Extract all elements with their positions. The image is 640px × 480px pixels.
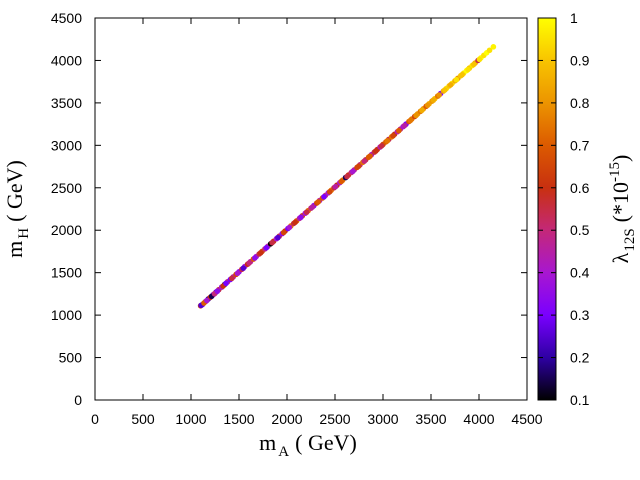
- x-tick-label: 4000: [463, 411, 494, 427]
- data-point: [269, 239, 275, 246]
- y-tick-label: 4000: [51, 52, 82, 68]
- data-point: [419, 107, 425, 114]
- colorbar-tick-label: 0.2: [570, 350, 590, 366]
- data-point: [326, 188, 333, 195]
- y-axis: 0 500 1000 1500 2000 2500 3000 3500 4000 4500: [51, 10, 527, 408]
- data-point: [430, 97, 437, 103]
- data-point: [321, 194, 327, 200]
- x-axis-title: m A( GeV): [259, 430, 357, 460]
- data-point: [240, 265, 247, 271]
- colorbar-tick-label: 0.8: [570, 95, 590, 111]
- x-tick-label: 3500: [415, 411, 446, 427]
- data-point: [309, 204, 316, 210]
- x-tick-label: 2000: [271, 411, 302, 427]
- data-point: [315, 199, 322, 205]
- data-point: [257, 250, 264, 256]
- data-point: [436, 92, 442, 98]
- data-point: [355, 163, 362, 170]
- x-tick-label: 500: [131, 411, 155, 427]
- data-point: [465, 66, 471, 73]
- data-point: [413, 112, 419, 119]
- data-point: [401, 122, 408, 129]
- y-tick-label: 4500: [51, 10, 82, 26]
- data-point: [390, 132, 396, 139]
- data-point: [292, 219, 298, 226]
- data-point: [229, 275, 235, 282]
- x-tick-label: 4500: [511, 411, 542, 427]
- data-point: [476, 56, 483, 63]
- data-point: [286, 224, 293, 231]
- y-axis-title: mH( GeV): [2, 160, 32, 258]
- data-point: [338, 178, 345, 185]
- data-point: [384, 138, 391, 144]
- colorbar-title: λ12S(*10-15): [607, 155, 638, 264]
- data-point: [361, 158, 368, 165]
- data-point: [378, 143, 385, 149]
- colorbar-tick-label: 1: [570, 10, 578, 26]
- data-point: [407, 117, 414, 124]
- data-point: [275, 234, 281, 241]
- y-tick-label: 0: [74, 392, 82, 408]
- colorbar-tick-label: 0.7: [570, 137, 590, 153]
- x-axis: 0 500 1000 1500 2000 2500 3000 3500 4000 4500: [91, 18, 543, 427]
- data-point: [490, 44, 497, 50]
- data-point: [280, 229, 287, 236]
- x-tick-label: 1000: [175, 411, 206, 427]
- y-tick-label: 2500: [51, 180, 82, 196]
- y-tick-label: 3000: [51, 137, 82, 153]
- data-point: [263, 244, 270, 251]
- data-point: [344, 173, 350, 180]
- data-point: [396, 127, 402, 134]
- colorbar-tick-label: 0.3: [570, 307, 590, 323]
- y-tick-label: 500: [59, 350, 83, 366]
- data-point: [447, 82, 454, 88]
- colorbar-tick-label: 0.1: [570, 392, 590, 408]
- colorbar-tick-label: 0.6: [570, 180, 590, 196]
- y-tick-label: 2000: [51, 222, 82, 238]
- data-point: [486, 47, 493, 54]
- x-tick-label: 0: [91, 411, 99, 427]
- data-point: [373, 148, 379, 154]
- data-points: [197, 44, 497, 309]
- data-point: [442, 87, 448, 93]
- colorbar-tick-label: 0.4: [570, 265, 590, 281]
- x-tick-label: 3000: [367, 411, 398, 427]
- colorbar-tick-label: 0.9: [570, 52, 590, 68]
- data-point: [332, 183, 339, 190]
- data-point: [303, 209, 310, 215]
- data-point: [234, 270, 241, 277]
- data-point: [252, 255, 258, 261]
- data-point: [459, 71, 466, 78]
- colorbar-tick-label: 0.5: [570, 222, 590, 238]
- y-tick-label: 1000: [51, 307, 82, 323]
- data-point: [204, 297, 210, 304]
- y-tick-label: 3500: [51, 95, 82, 111]
- data-point: [246, 260, 252, 266]
- data-point: [349, 168, 356, 175]
- colorbar-axis: 0.1 0.2 0.3 0.4 0.5 0.6 0.7 0.8 0.9 1: [538, 10, 590, 408]
- data-point: [453, 76, 460, 83]
- plot-frame: [94, 17, 528, 401]
- y-tick-label: 1500: [51, 265, 82, 281]
- data-point: [223, 280, 229, 287]
- data-point: [214, 288, 221, 294]
- data-point: [298, 214, 304, 221]
- data-point: [424, 102, 431, 108]
- data-point: [367, 153, 373, 159]
- x-tick-label: 2500: [319, 411, 350, 427]
- x-tick-label: 1500: [223, 411, 254, 427]
- data-point: [470, 61, 477, 68]
- colorbar: [537, 17, 557, 401]
